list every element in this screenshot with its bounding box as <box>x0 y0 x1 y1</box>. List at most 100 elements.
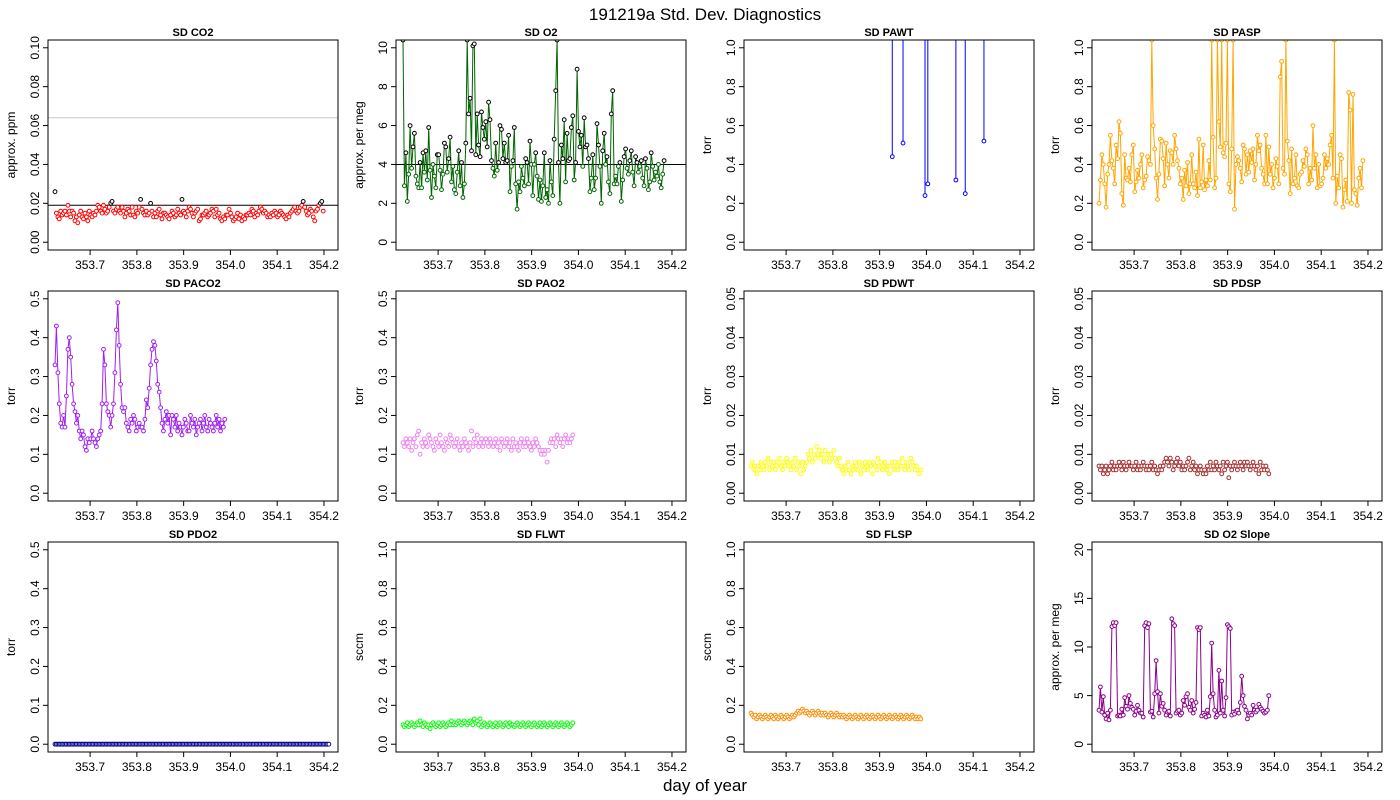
data-point <box>419 185 425 191</box>
data-point <box>1225 459 1230 465</box>
data-point <box>410 440 416 446</box>
data-point <box>798 471 804 477</box>
data-point <box>1138 162 1143 167</box>
data-point <box>463 140 469 146</box>
data-point <box>410 144 416 150</box>
data-point <box>1255 707 1260 713</box>
y-tick-label: 0.6 <box>1072 117 1086 134</box>
data-point <box>560 156 566 162</box>
data-point <box>1257 459 1263 465</box>
data-point <box>797 463 802 469</box>
data-point <box>1302 164 1307 169</box>
y-tick-label: 0.3 <box>376 368 390 385</box>
data-point <box>449 436 454 442</box>
x-tick-label: 353.9 <box>1213 760 1243 774</box>
data-point <box>501 140 507 146</box>
plot-frame <box>47 290 339 502</box>
data-point <box>91 436 96 442</box>
data-point <box>1199 179 1205 185</box>
data-point <box>601 130 607 136</box>
x-tick-label: 353.9 <box>865 258 895 272</box>
data-point <box>658 185 664 191</box>
x-tick-label: 353.7 <box>423 258 453 272</box>
x-tick-label: 353.7 <box>771 258 801 272</box>
y-tick-label: 0.2 <box>724 697 738 714</box>
data-point <box>1132 189 1138 195</box>
data-point <box>869 471 875 477</box>
y-tick-label: 0.06 <box>28 114 42 138</box>
x-tick-label: 353.8 <box>470 509 500 523</box>
x-tick-label: 354.0 <box>563 258 593 272</box>
data-point <box>459 160 464 165</box>
data-point <box>1284 138 1290 144</box>
data-point <box>1240 142 1246 148</box>
data-point <box>96 204 102 210</box>
data-point <box>215 424 221 430</box>
data-point <box>520 175 526 181</box>
data-point <box>479 109 484 115</box>
data-point <box>1227 626 1233 631</box>
data-point <box>1115 156 1120 162</box>
x-tick-label: 353.8 <box>470 760 500 774</box>
data-point <box>554 432 560 438</box>
data-point <box>55 370 61 376</box>
data-point <box>1169 616 1175 622</box>
data-point <box>1280 165 1286 171</box>
data-point <box>953 177 959 183</box>
data-point <box>178 212 184 218</box>
data-point <box>122 405 128 411</box>
data-point <box>1155 471 1160 477</box>
data-point <box>551 436 557 442</box>
data-point <box>412 130 417 136</box>
data-point <box>1152 146 1158 152</box>
data-point <box>1132 712 1138 718</box>
data-point <box>1179 710 1185 716</box>
y-tick-label: 10 <box>1072 640 1086 654</box>
data-point <box>1146 158 1152 164</box>
data-point <box>1118 463 1123 469</box>
data-point <box>129 204 135 210</box>
data-point <box>892 459 898 465</box>
data-point <box>92 212 98 218</box>
data-point <box>1320 175 1326 181</box>
data-point <box>1210 463 1216 469</box>
y-tick-label: 0.00 <box>28 230 42 254</box>
y-tick-label: 0.2 <box>376 407 390 424</box>
data-point <box>1223 463 1229 469</box>
x-tick-label: 354.0 <box>215 258 245 272</box>
data-point <box>509 164 514 169</box>
data-point <box>82 444 88 450</box>
x-tick-label: 354.0 <box>215 760 245 774</box>
data-point <box>1240 467 1246 473</box>
data-point <box>1149 708 1155 714</box>
data-point <box>1216 467 1222 473</box>
data-point <box>1233 162 1239 167</box>
y-tick-label: 0.2 <box>28 407 42 424</box>
data-point <box>439 187 444 193</box>
data-point <box>1235 154 1240 160</box>
data-point <box>887 471 892 477</box>
data-point <box>918 467 924 473</box>
data-point <box>443 436 449 442</box>
data-point <box>1342 187 1347 193</box>
data-point <box>848 471 854 477</box>
data-point <box>490 165 496 171</box>
data-point <box>466 111 472 117</box>
data-point <box>1324 156 1330 162</box>
data-point <box>778 463 784 469</box>
data-point <box>1105 710 1110 716</box>
data-point <box>403 150 409 156</box>
y-tick-label: 0.5 <box>376 290 390 307</box>
data-point <box>1119 467 1125 473</box>
data-point <box>477 154 483 160</box>
data-point <box>1112 181 1118 187</box>
data-point <box>1143 173 1149 179</box>
y-tick-label: 0.8 <box>724 580 738 597</box>
y-tick-label: 0.2 <box>724 195 738 212</box>
data-point <box>636 169 641 175</box>
x-tick-label: 353.8 <box>1166 258 1196 272</box>
plot-area <box>1096 40 1366 212</box>
data-point <box>606 179 611 185</box>
data-point <box>65 202 71 208</box>
figure-title: 191219a Std. Dev. Diagnostics <box>589 5 821 24</box>
